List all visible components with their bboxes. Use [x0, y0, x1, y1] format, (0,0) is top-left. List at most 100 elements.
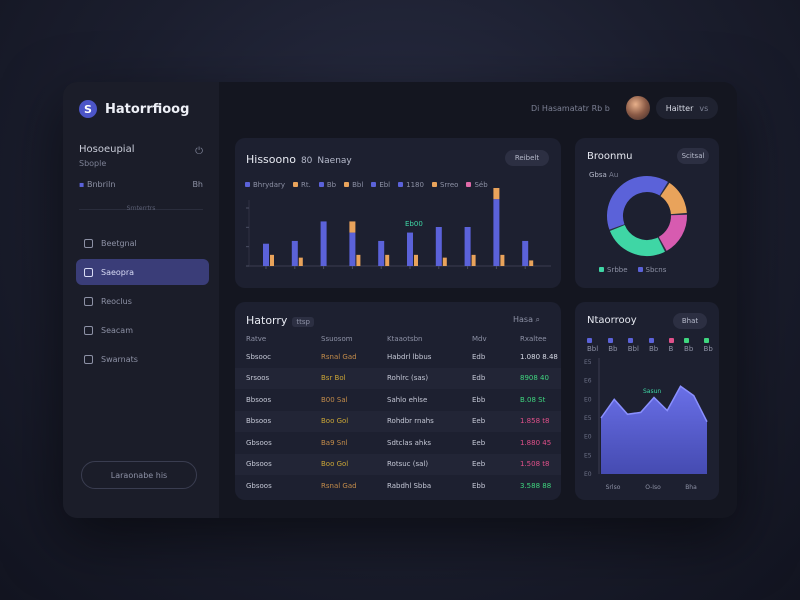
overview-legend: Bhrydary Rt. Bb Bbl Ebl 1180 Srreo Séb [245, 181, 555, 189]
bar [298, 257, 303, 266]
legend-swatch [608, 338, 614, 343]
table-cell: Sbsooc [246, 352, 271, 361]
avatar[interactable] [626, 96, 650, 120]
profile-section: Hosoeupial Sbople ⏻ [79, 144, 203, 168]
table-cell: Rotsuc (sal) [387, 460, 429, 468]
column-header[interactable]: Ktaaotsbn [387, 335, 423, 343]
overview-filter-button[interactable]: Reibelt [505, 150, 549, 166]
legend-label: Bb [326, 181, 337, 189]
legend-swatch [649, 338, 654, 343]
legend-label: Sbcns [645, 266, 667, 274]
x-tick-label: Srlso [606, 484, 621, 491]
column-header[interactable]: Mdv [472, 335, 487, 343]
search-icon: ⌕ [535, 315, 541, 324]
donut-filter-button[interactable]: Scitsal [677, 148, 709, 164]
legend-swatch [466, 182, 472, 187]
legend-item: Sbcns [637, 266, 667, 274]
legend-swatch [344, 182, 350, 187]
power-icon[interactable]: ⏻ [195, 146, 203, 157]
legend-label: Bhrydary [253, 181, 286, 189]
donut-legend: Srbbe Sbcns [599, 266, 666, 274]
legend-swatch [318, 182, 324, 187]
table-row[interactable]: Gbsoos Rsnal Gad Rabdhl Sbba Ebb 3.588 88 [235, 475, 561, 496]
table-cell: Rsnal Gad [321, 481, 357, 490]
legend-label: Bbl [352, 181, 364, 189]
overview-card: Hissoono 80 Naenay Reibelt Bhrydary Rt. Bb Bb… [235, 138, 561, 288]
table-cell: Boo Gol [321, 460, 349, 468]
table-cell: Ebb [472, 481, 486, 490]
user-name: Haitter [665, 103, 694, 113]
x-tick-label: O-Iso [645, 484, 661, 491]
trend-filter-button[interactable]: Bhat [673, 313, 707, 329]
settings-icon [84, 325, 93, 335]
history-table-header: Ratve Ssuosom Ktaaotsbn Mdv Rxaltee [235, 332, 561, 346]
column-header[interactable]: Rxaltee [520, 335, 547, 343]
donut-chart [606, 176, 687, 256]
legend-item: Bbl [627, 337, 645, 353]
sidebar-item-saeopra[interactable]: Saeopra [76, 259, 209, 285]
table-row[interactable]: Sbsooc Rsnal Gad Habdrl lbbus Edb 1.080 8.48 [235, 346, 561, 367]
legend-swatch [637, 267, 643, 272]
user-icon [84, 354, 93, 364]
table-cell: Ebb [472, 395, 486, 404]
legend-label: Srbbe [607, 266, 628, 274]
x-tick-label: Bha [685, 484, 697, 491]
table-cell: Rsnal Gad [321, 352, 357, 361]
donut-card: Broonmu Scitsal Gbsa Au Srbbe Sbcns [575, 138, 719, 288]
trend-title: Ntaorrooy [587, 315, 637, 326]
legend-item: Ebl [371, 181, 390, 189]
table-cell: 1.508 t8 [520, 460, 550, 468]
sidebar-item-swarnats[interactable]: Swarnats [76, 346, 209, 372]
history-filter[interactable]: Hasa ⌕ [513, 315, 541, 324]
column-header[interactable]: Ratve [246, 335, 267, 343]
column-header[interactable]: Ssuosom [321, 335, 353, 343]
bar [471, 254, 476, 266]
table-cell: Habdrl lbbus [387, 352, 432, 361]
home-icon [84, 238, 93, 248]
legend-item: Bb [318, 181, 337, 189]
logout-button[interactable]: Laraonabe his [81, 461, 197, 489]
legend-swatch [668, 338, 674, 343]
table-row[interactable]: Gbsoos Ba9 Snl Sdtclas ahks Eeb 1.880 45 [235, 432, 561, 453]
y-tick-label: E5 [584, 415, 592, 422]
legend-item: Bhrydary [245, 181, 285, 189]
table-cell: Rohdbr rnahs [387, 417, 434, 425]
sidebar-item-seacam[interactable]: Seacam [76, 317, 209, 343]
bar [407, 232, 413, 266]
section-label: Srnterrtrs [126, 205, 156, 212]
bar [414, 254, 418, 266]
table-row[interactable]: Bbsoos B00 Sal Sahlo ehlse Ebb B.08 St [235, 389, 561, 410]
table-cell: 1.080 8.48 [520, 352, 558, 361]
legend-swatch [371, 182, 377, 187]
table-row[interactable]: Bbsoos Boo Gol Rohdbr rnahs Eeb 1.858 t8 [235, 410, 561, 432]
logo-icon: S [79, 100, 97, 118]
table-cell: Ba9 Snl [321, 438, 348, 447]
table-cell: Boo Gol [321, 417, 349, 425]
y-tick-label: E0 [584, 434, 592, 441]
table-cell: Eeb [472, 438, 486, 447]
trend-area-chart: E5 E6 E0 E5 E0 E5 E0 Sasun Srlso O-Iso Bha [584, 358, 708, 491]
area-line [600, 385, 708, 423]
sidebar-item-reoclus[interactable]: Reoclus [76, 288, 209, 314]
table-row[interactable]: Srsoos Bsr Bol Rohlrc (sas) Edb 8908 40 [235, 367, 561, 389]
table-cell: Sahlo ehlse [387, 395, 428, 404]
legend-label: Bb [649, 345, 659, 353]
sidebar-filter-value: Bh [192, 180, 203, 189]
sidebar-filter[interactable]: ▪ Bnbriln Bh [79, 180, 203, 189]
table-cell: Eeb [472, 460, 486, 468]
legend-swatch [703, 338, 709, 343]
area-annotation: Sasun [643, 388, 661, 395]
sidebar-item-beetgnal[interactable]: Beetgnal [76, 230, 209, 256]
table-row[interactable]: Gbsoos Boo Gol Rotsuc (sal) Eeb 1.508 t8 [235, 453, 561, 475]
legend-swatch [398, 182, 404, 187]
area-series [601, 386, 707, 474]
donut-slice [606, 176, 687, 256]
history-title: Hatorry ttsp [246, 314, 315, 327]
brand[interactable]: S Hatorrfioog [79, 100, 189, 118]
bar [356, 254, 361, 266]
trend-legend: Bbl Bb Bbl Bb B Bb Bb [587, 337, 719, 353]
legend-item: Bb [684, 337, 700, 353]
topbar-status: Di Hasamatatr Rb b [531, 104, 610, 113]
bar [291, 240, 298, 266]
user-menu-button[interactable]: Haitter vs [656, 97, 718, 119]
